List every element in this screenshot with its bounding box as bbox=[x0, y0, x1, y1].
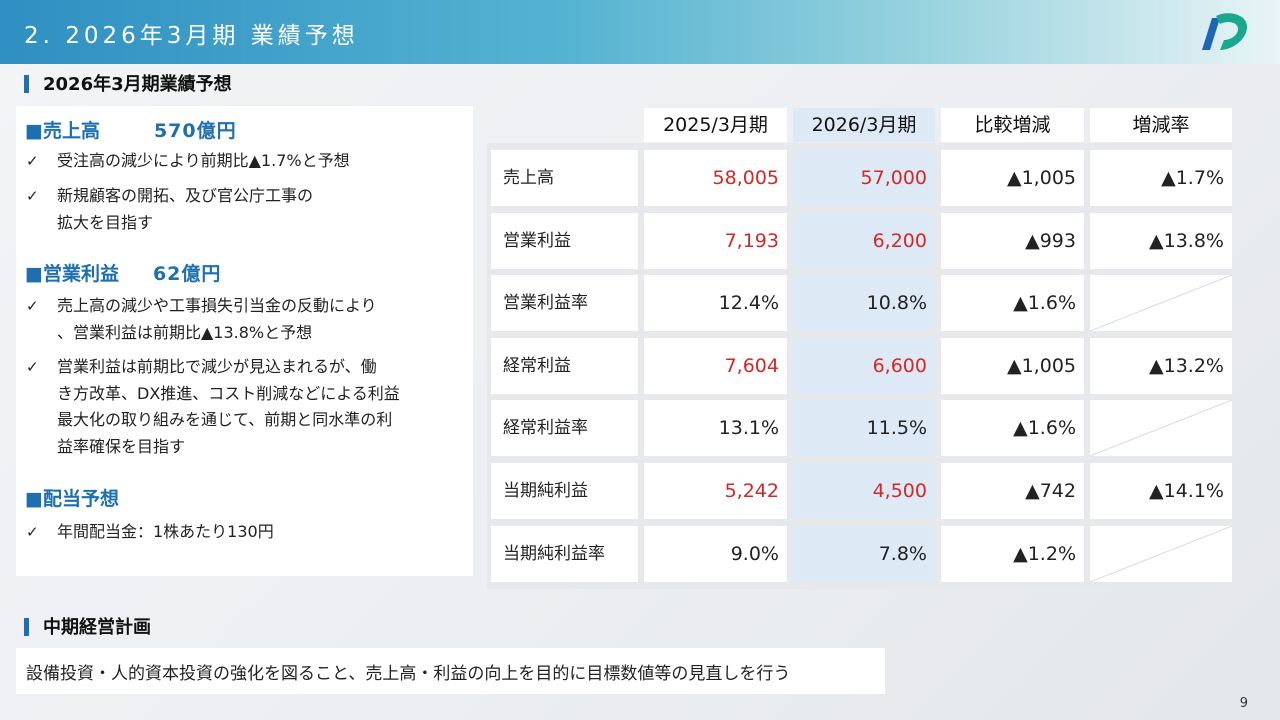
list-item: ✓ 年間配当金：1株あたり130円 bbox=[26, 519, 466, 546]
dividend-heading-label: ■配当予想 bbox=[25, 488, 119, 510]
cell-2025: 5,242 bbox=[644, 463, 787, 519]
section-heading-midterm-plan: 中期経営計画 bbox=[24, 613, 151, 639]
list-item: ✓ 受注高の減少により前期比▲1.7%と予想 bbox=[26, 148, 466, 175]
cell-2026: 7.8% bbox=[793, 526, 935, 582]
cell-diff: ▲1.2% bbox=[941, 526, 1084, 582]
column-header-rate: 増減率 bbox=[1090, 108, 1232, 142]
op-heading-label: ■営業利益 bbox=[25, 263, 119, 285]
section-marker bbox=[24, 618, 29, 636]
cell-rate: ▲13.2% bbox=[1090, 338, 1232, 394]
column-header-2026: 2026/3月期 bbox=[793, 108, 935, 142]
company-logo-icon bbox=[1202, 13, 1248, 51]
check-icon: ✓ bbox=[26, 358, 39, 376]
cell-2025: 7,193 bbox=[644, 213, 787, 269]
cell-2026: 11.5% bbox=[793, 400, 935, 456]
cell-2026: 6,200 bbox=[793, 213, 935, 269]
cell-2025: 58,005 bbox=[644, 150, 787, 206]
cell-diff: ▲1.6% bbox=[941, 400, 1084, 456]
forecast-summary-panel: ■売上高 570億円 ✓ 受注高の減少により前期比▲1.7%と予想 ✓ 新規顧客の… bbox=[16, 106, 473, 576]
check-icon: ✓ bbox=[26, 187, 39, 205]
diagonal-line bbox=[1090, 400, 1232, 456]
list-item: ✓ 営業利益は前期比で減少が見込まれるが、働 き方改革、DX推進、コスト削減など… bbox=[26, 354, 466, 460]
cell-2025: 13.1% bbox=[644, 400, 787, 456]
cell-diff: ▲1.6% bbox=[941, 275, 1084, 331]
cell-diff: ▲742 bbox=[941, 463, 1084, 519]
section-heading-forecast: 2026年3月期業績予想 bbox=[24, 70, 232, 96]
sales-amount: 570億円 bbox=[153, 120, 237, 142]
list-item: ✓ 新規顧客の開拓、及び官公庁工事の 拡大を目指す bbox=[26, 183, 466, 236]
cell-rate-empty bbox=[1090, 400, 1232, 456]
column-header-diff: 比較増減 bbox=[941, 108, 1084, 142]
sales-heading-label: ■売上高 bbox=[25, 120, 100, 142]
row-label-sales: 売上高 bbox=[491, 150, 638, 206]
cell-diff: ▲993 bbox=[941, 213, 1084, 269]
cell-rate: ▲1.7% bbox=[1090, 150, 1232, 206]
check-icon: ✓ bbox=[26, 152, 39, 170]
cell-2025: 12.4% bbox=[644, 275, 787, 331]
cell-diff: ▲1,005 bbox=[941, 338, 1084, 394]
row-label-operating-margin: 営業利益率 bbox=[491, 275, 638, 331]
column-header-2025: 2025/3月期 bbox=[644, 108, 787, 142]
dividend-heading: ■配当予想 bbox=[25, 484, 119, 511]
row-label-operating-profit: 営業利益 bbox=[491, 213, 638, 269]
section-title: 中期経営計画 bbox=[43, 617, 151, 638]
cell-2026: 4,500 bbox=[793, 463, 935, 519]
op-amount: 62億円 bbox=[152, 263, 222, 285]
cell-rate-empty bbox=[1090, 275, 1232, 331]
plan-box: 設備投資・人的資本投資の強化を図ること、売上高・利益の向上を目的に目標数値等の見… bbox=[16, 648, 885, 694]
row-label-ordinary-profit: 経常利益 bbox=[491, 338, 638, 394]
cell-rate: ▲14.1% bbox=[1090, 463, 1232, 519]
cell-diff: ▲1,005 bbox=[941, 150, 1084, 206]
cell-2025: 9.0% bbox=[644, 526, 787, 582]
bullet-text: 受注高の減少により前期比▲1.7%と予想 bbox=[57, 151, 350, 170]
list-item: ✓ 売上高の減少や工事損失引当金の反動により 、営業利益は前期比▲13.8%と予… bbox=[26, 293, 466, 346]
bullet-text: 売上高の減少や工事損失引当金の反動により 、営業利益は前期比▲13.8%と予想 bbox=[57, 296, 377, 342]
cell-2026: 10.8% bbox=[793, 275, 935, 331]
cell-rate-empty bbox=[1090, 526, 1232, 582]
bullet-text: 新規顧客の開拓、及び官公庁工事の 拡大を目指す bbox=[57, 186, 314, 232]
diagonal-line bbox=[1090, 526, 1232, 582]
cell-rate: ▲13.8% bbox=[1090, 213, 1232, 269]
check-icon: ✓ bbox=[26, 297, 39, 315]
sales-heading: ■売上高 570億円 bbox=[25, 116, 237, 143]
cell-2026: 6,600 bbox=[793, 338, 935, 394]
section-title: 2026年3月期業績予想 bbox=[43, 74, 232, 95]
check-icon: ✓ bbox=[26, 523, 39, 541]
diagonal-line bbox=[1090, 275, 1232, 331]
cell-2025: 7,604 bbox=[644, 338, 787, 394]
cell-2026: 57,000 bbox=[793, 150, 935, 206]
plan-text: 設備投資・人的資本投資の強化を図ること、売上高・利益の向上を目的に目標数値等の見… bbox=[26, 664, 791, 684]
operating-profit-heading: ■営業利益 62億円 bbox=[25, 259, 221, 286]
section-marker bbox=[24, 75, 29, 93]
page-number: 9 bbox=[1239, 696, 1248, 711]
header-bar: 2. 2026年3月期 業績予想 bbox=[0, 0, 1280, 64]
row-label-net-margin: 当期純利益率 bbox=[491, 526, 638, 582]
row-label-ordinary-margin: 経常利益率 bbox=[491, 400, 638, 456]
row-label-net-income: 当期純利益 bbox=[491, 463, 638, 519]
bullet-text: 年間配当金：1株あたり130円 bbox=[57, 522, 274, 541]
bullet-text: 営業利益は前期比で減少が見込まれるが、働 き方改革、DX推進、コスト削減などによ… bbox=[57, 357, 400, 456]
page-title: 2. 2026年3月期 業績予想 bbox=[24, 23, 359, 49]
